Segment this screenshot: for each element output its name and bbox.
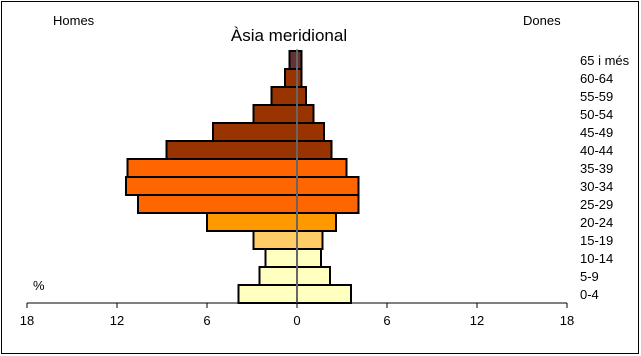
bar-homes-25-29 [137,194,298,214]
bar-homes-40-44 [165,140,298,160]
category-label: 55-59 [580,89,613,104]
category-label: 15-19 [580,233,613,248]
bar-homes-35-39 [126,158,298,178]
bars-group [125,49,360,304]
bar-dones-45-49 [296,122,325,142]
left-side-label: Homes [53,13,95,28]
bar-homes-20-24 [206,212,298,232]
category-label: 30-34 [580,179,613,194]
bar-dones-10-14 [296,248,322,268]
bar-homes-30-34 [125,176,298,196]
category-label: 10-14 [580,251,613,266]
x-tick-label: 12 [470,313,484,328]
bar-homes-50-54 [252,104,298,124]
x-tick-label: 18 [20,313,34,328]
bar-homes-5-9 [258,266,298,286]
bar-homes-15-19 [252,230,298,250]
x-axis: 18 12 6 0 6 12 18 [20,302,574,328]
category-label: 65 i més [580,53,630,68]
bar-dones-25-29 [296,194,360,214]
category-label: 45-49 [580,125,613,140]
category-labels: 0-4 5-9 10-14 15-19 20-24 25-29 30-34 35-39 40-4… [580,53,630,302]
bar-dones-20-24 [296,212,337,232]
category-label: 60-64 [580,71,613,86]
chart-title: Àsia meridional [231,26,347,45]
unit-label: % [33,278,45,293]
category-label: 40-44 [580,143,613,158]
bar-homes-65-i-més [288,50,298,70]
bar-dones-0-4 [296,284,352,304]
x-tick-label: 6 [203,313,210,328]
category-label: 20-24 [580,215,613,230]
bar-homes-60-64 [284,68,298,88]
category-label: 25-29 [580,197,613,212]
x-tick-label: 12 [110,313,124,328]
bar-homes-10-14 [264,248,298,268]
bar-dones-30-34 [296,176,360,196]
bar-dones-40-44 [296,140,333,160]
x-tick-label: 6 [383,313,390,328]
category-label: 35-39 [580,161,613,176]
category-label: 5-9 [580,269,599,284]
bar-dones-35-39 [296,158,348,178]
bar-homes-0-4 [237,284,298,304]
bar-dones-15-19 [296,230,324,250]
category-label: 50-54 [580,107,613,122]
bar-dones-55-59 [296,86,307,106]
x-tick-label: 0 [293,313,300,328]
right-side-label: Dones [523,13,561,28]
bar-dones-5-9 [296,266,331,286]
x-tick-label: 18 [560,313,574,328]
category-label: 0-4 [580,287,599,302]
bar-homes-45-49 [212,122,298,142]
bar-homes-55-59 [270,86,298,106]
bar-dones-50-54 [296,104,315,124]
